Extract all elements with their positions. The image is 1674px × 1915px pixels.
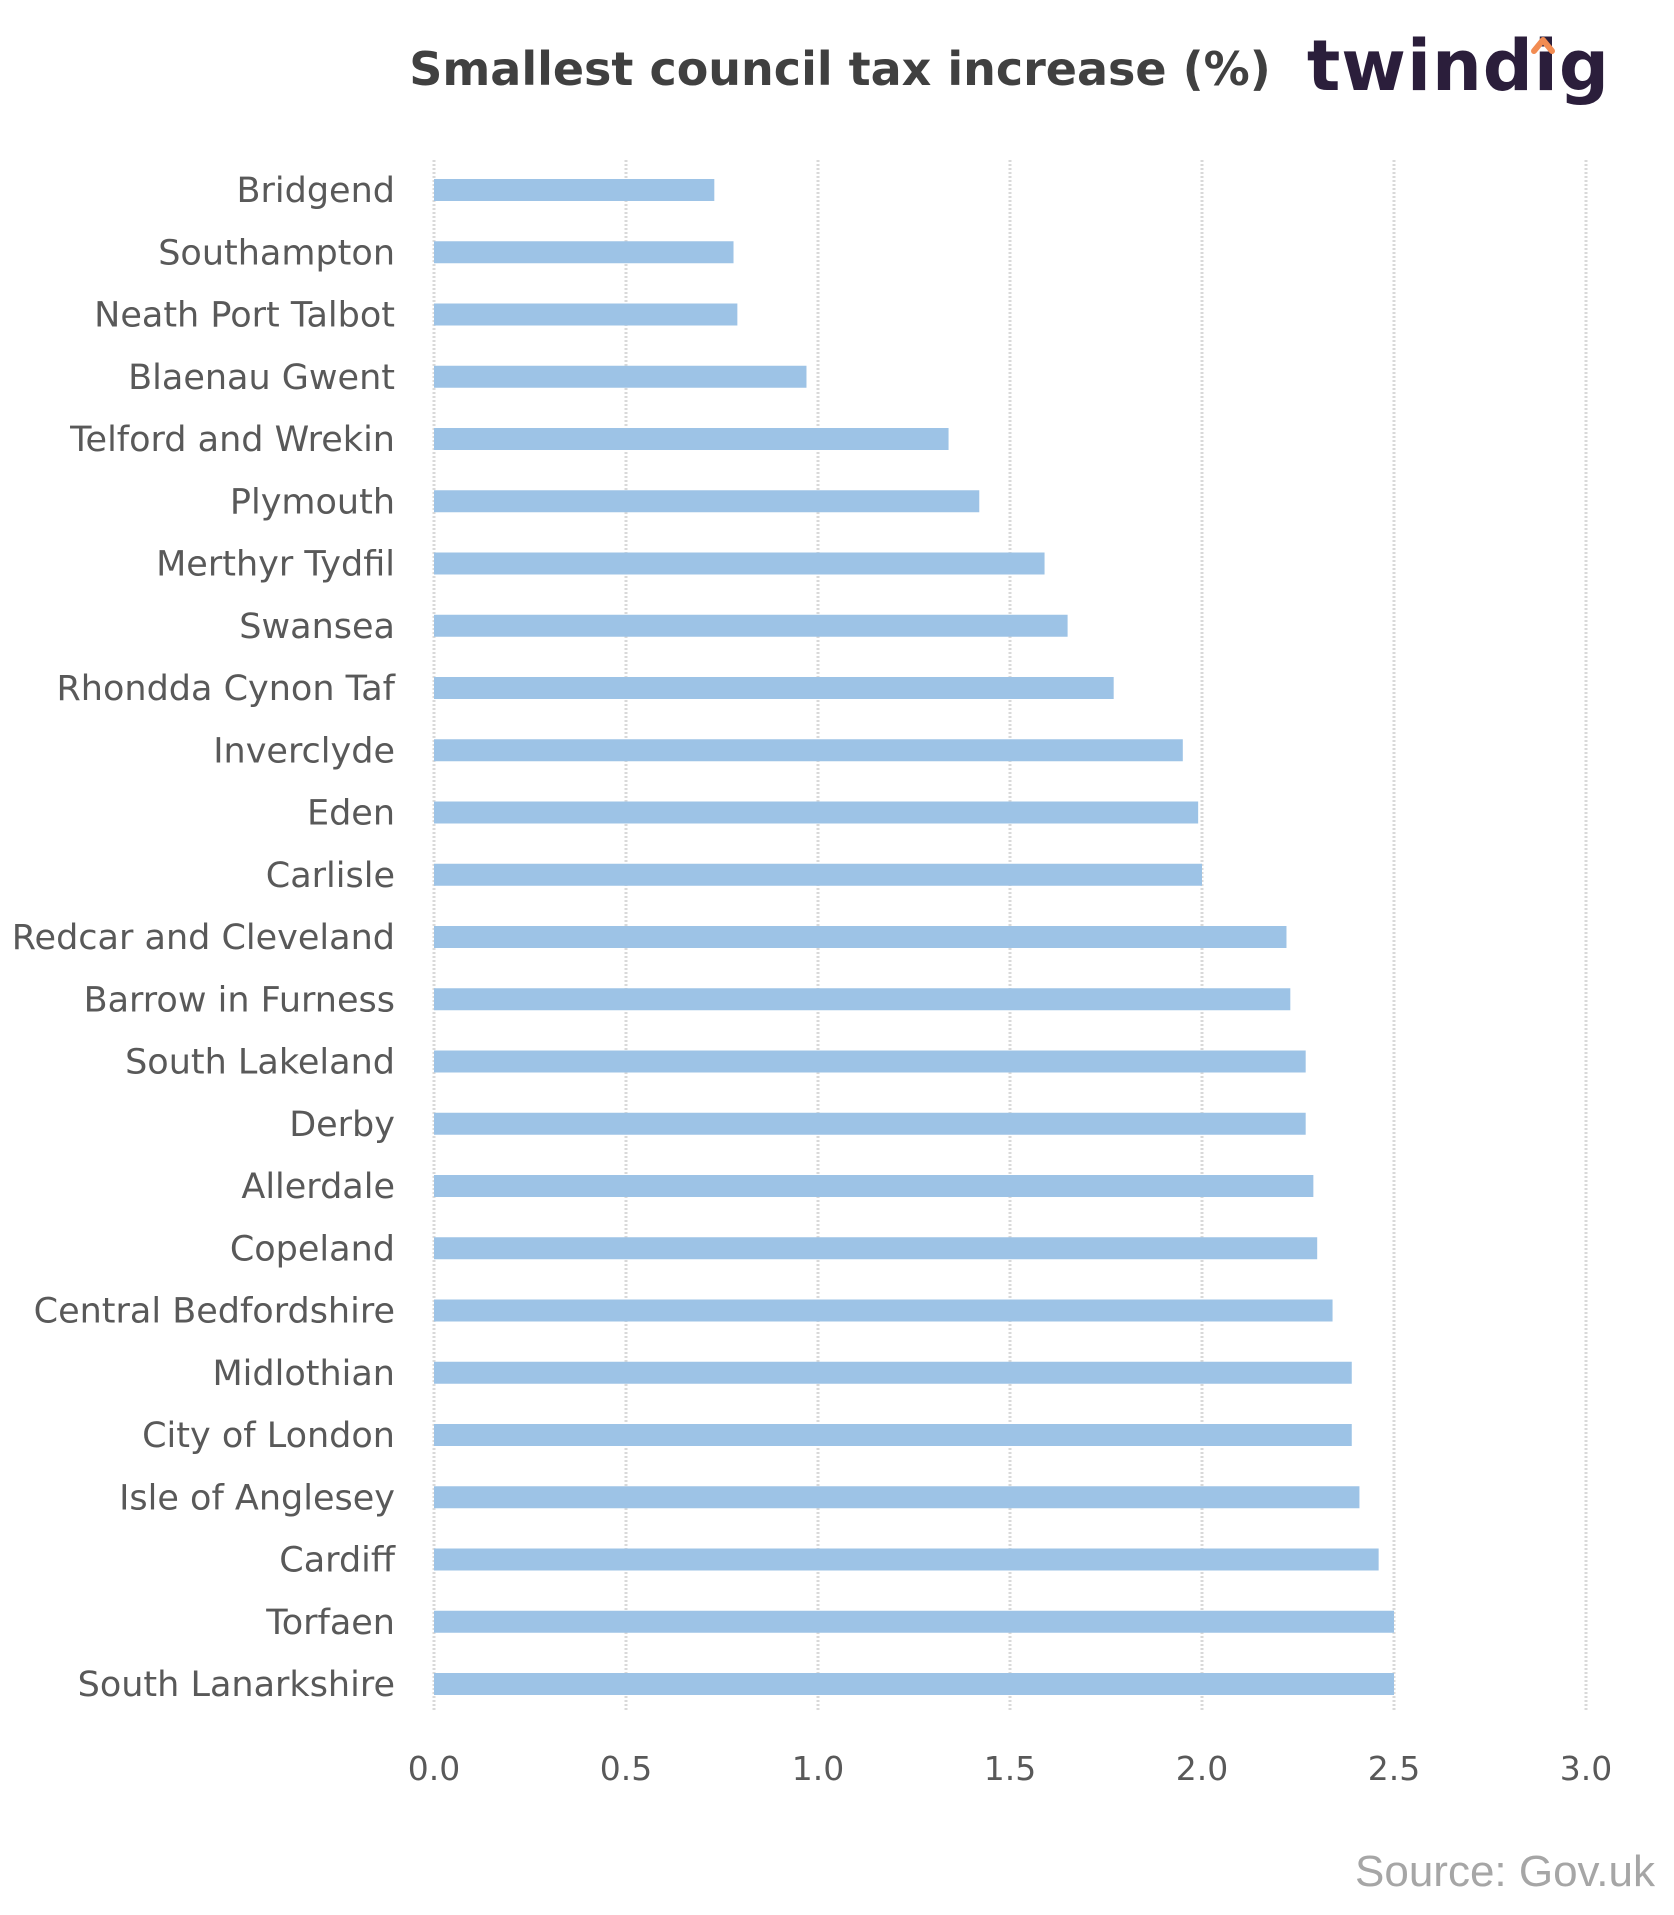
category-label: Copeland (230, 1229, 395, 1269)
bar (434, 303, 738, 326)
category-label: Central Bedfordshire (34, 1292, 395, 1332)
category-label: Cardiff (279, 1541, 396, 1581)
logo-accent-chevron (1531, 37, 1555, 54)
category-label: Carlisle (266, 856, 395, 896)
bar (434, 1610, 1394, 1633)
bar (434, 179, 715, 201)
category-label: South Lanarkshire (78, 1665, 395, 1705)
bar (434, 1299, 1333, 1322)
bar (434, 490, 980, 513)
bar (434, 1050, 1306, 1073)
bar (434, 428, 949, 450)
x-tick-label: 2.0 (1176, 1749, 1228, 1788)
category-label: Bridgend (237, 171, 396, 211)
category-label: City of London (142, 1416, 395, 1456)
bar (434, 739, 1183, 762)
category-label: Blaenau Gwent (128, 358, 395, 398)
x-tick-label: 1.5 (984, 1749, 1036, 1788)
category-label: Midlothian (212, 1354, 395, 1394)
bar (434, 552, 1045, 575)
category-label: Redcar and Cleveland (12, 918, 395, 958)
bar (434, 1175, 1314, 1197)
bar (434, 1361, 1352, 1384)
category-label: Allerdale (241, 1167, 395, 1207)
x-tick-label: 0.0 (408, 1749, 460, 1788)
x-tick-labels: 0.0 0.5 1.0 1.5 2.0 2.5 3.0 (408, 1749, 1612, 1788)
bar (434, 677, 1114, 699)
category-label: Torfaen (265, 1603, 395, 1643)
bars (434, 179, 1394, 1695)
x-tick-label: 0.5 (600, 1749, 652, 1788)
category-label: Eden (307, 794, 395, 834)
bar (434, 614, 1068, 637)
bar (434, 1548, 1379, 1571)
x-tick-label: 1.0 (792, 1749, 844, 1788)
category-label: Isle of Anglesey (119, 1478, 395, 1518)
bar (434, 863, 1202, 886)
bar (434, 241, 734, 264)
category-label: South Lakeland (125, 1043, 395, 1083)
category-label: Rhondda Cynon Taf (56, 669, 395, 709)
logo-text: twindig (1307, 25, 1610, 107)
bar (434, 1673, 1394, 1695)
category-label: Swansea (239, 607, 395, 647)
chart-title: Smallest council tax increase (%) (409, 42, 1271, 96)
bar (434, 926, 1287, 948)
category-label: Barrow in Furness (84, 980, 395, 1020)
category-label: Derby (289, 1105, 395, 1145)
category-label: Inverclyde (213, 731, 395, 771)
bar (434, 365, 807, 388)
category-label: Neath Port Talbot (94, 296, 395, 336)
category-labels: Bridgend Southampton Neath Port Talbot Blae… (12, 171, 396, 1705)
x-tick-label: 2.5 (1368, 1749, 1420, 1788)
bar (434, 1424, 1352, 1446)
bar (434, 1486, 1360, 1509)
category-label: Plymouth (230, 482, 395, 522)
bar (434, 988, 1291, 1011)
x-tick-label: 3.0 (1560, 1749, 1612, 1788)
bar (434, 1112, 1306, 1135)
category-label: Telford and Wrekin (69, 420, 395, 460)
category-label: Merthyr Tydfil (156, 545, 395, 585)
bar (434, 801, 1199, 824)
twindig-logo: twindig (1307, 25, 1610, 107)
source-note: Source: Gov.uk (1355, 1847, 1656, 1896)
category-label: Southampton (158, 233, 395, 273)
bar (434, 1237, 1318, 1260)
